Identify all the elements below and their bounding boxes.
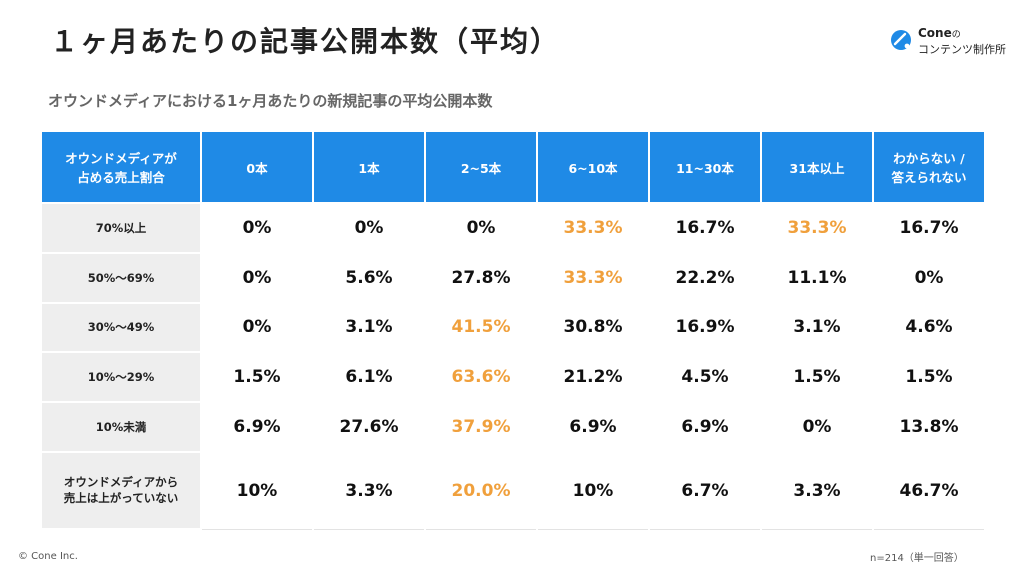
- table-cell: 41.5%: [424, 301, 538, 353]
- column-header: 1本: [312, 130, 426, 204]
- column-header: 11~30本: [648, 130, 762, 204]
- row-label: オウンドメディアから 売上は上がっていない: [40, 450, 202, 531]
- table-cell: 16.9%: [648, 301, 762, 353]
- header-row: オウンドメディアが 占める売上割合 0本 1本 2~5本 6~10本 11~30本 31本以上…: [40, 130, 986, 204]
- table-cell: 0%: [424, 202, 538, 254]
- table-cell: 3.1%: [312, 301, 426, 353]
- row-label: 10%〜29%: [40, 351, 202, 404]
- data-table: オウンドメディアが 占める売上割合 0本 1本 2~5本 6~10本 11~30本 31本以上…: [40, 130, 986, 531]
- row-label: 10%未満: [40, 401, 202, 453]
- table-cell: 1.5%: [200, 351, 314, 403]
- table-cell: 1.5%: [872, 351, 986, 403]
- table-row: 30%〜49% 0% 3.1% 41.5% 30.8% 16.9% 3.1% 4.6%: [40, 301, 986, 354]
- row-header-label: オウンドメディアが 占める売上割合: [40, 130, 202, 204]
- table-cell: 30.8%: [536, 301, 650, 353]
- table-row: オウンドメディアから 売上は上がっていない 10% 3.3% 20.0% 10% 6.7% 3…: [40, 450, 986, 531]
- table-cell: 6.9%: [648, 401, 762, 453]
- table-cell: 20.0%: [424, 450, 538, 530]
- table-cell: 21.2%: [536, 351, 650, 403]
- table-row: 70%以上 0% 0% 0% 33.3% 16.7% 33.3% 16.7%: [40, 202, 986, 254]
- table-row: 10%〜29% 1.5% 6.1% 63.6% 21.2% 4.5% 1.5% 1.5%: [40, 351, 986, 404]
- row-label: 30%〜49%: [40, 301, 202, 354]
- table-cell: 0%: [200, 251, 314, 304]
- table-cell: 16.7%: [648, 202, 762, 254]
- table-cell: 33.3%: [536, 202, 650, 254]
- table-cell: 16.7%: [872, 202, 986, 254]
- table-cell: 0%: [200, 301, 314, 353]
- table-cell: 3.3%: [760, 450, 874, 530]
- table-cell: 0%: [760, 401, 874, 453]
- table-cell: 4.5%: [648, 351, 762, 403]
- table-cell: 6.7%: [648, 450, 762, 530]
- sample-size-note: n=214（単一回答）: [870, 553, 964, 564]
- column-header: わからない / 答えられない: [872, 130, 986, 204]
- copyright: © Cone Inc.: [18, 551, 78, 562]
- column-header: 0本: [200, 130, 314, 204]
- table-cell: 46.7%: [872, 450, 986, 530]
- table-cell: 33.3%: [760, 202, 874, 254]
- table-cell: 27.8%: [424, 251, 538, 304]
- table-cell: 33.3%: [536, 251, 650, 304]
- table-cell: 10%: [200, 450, 314, 530]
- chart-subtitle: オウンドメディアにおける1ヶ月あたりの新規記事の平均公開本数: [48, 92, 493, 110]
- table-cell: 1.5%: [760, 351, 874, 403]
- row-label: 70%以上: [40, 202, 202, 254]
- column-header: 2~5本: [424, 130, 538, 204]
- table-cell: 22.2%: [648, 251, 762, 304]
- page-title: １ヶ月あたりの記事公開本数（平均）: [50, 25, 561, 58]
- table-row: 50%〜69% 0% 5.6% 27.8% 33.3% 22.2% 11.1% 0%: [40, 251, 986, 304]
- table-cell: 11.1%: [760, 251, 874, 304]
- table-cell: 3.3%: [312, 450, 426, 530]
- column-header: 31本以上: [760, 130, 874, 204]
- row-label: 50%〜69%: [40, 251, 202, 304]
- table-cell: 37.9%: [424, 401, 538, 453]
- table-cell: 4.6%: [872, 301, 986, 353]
- cone-logo-icon: [891, 30, 911, 50]
- column-header: 6~10本: [536, 130, 650, 204]
- table-cell: 3.1%: [760, 301, 874, 353]
- table-cell: 63.6%: [424, 351, 538, 403]
- table-row: 10%未満 6.9% 27.6% 37.9% 6.9% 6.9% 0% 13.8%: [40, 401, 986, 453]
- logo-brand: Coneの: [918, 26, 961, 40]
- table-cell: 6.1%: [312, 351, 426, 403]
- table-cell: 27.6%: [312, 401, 426, 453]
- table-cell: 10%: [536, 450, 650, 530]
- logo-tagline: コンテンツ制作所: [918, 43, 1006, 56]
- table-cell: 0%: [200, 202, 314, 254]
- table-cell: 0%: [872, 251, 986, 304]
- table-cell: 0%: [312, 202, 426, 254]
- table-cell: 6.9%: [536, 401, 650, 453]
- cone-logo: Coneの コンテンツ制作所: [890, 26, 1010, 56]
- table-cell: 5.6%: [312, 251, 426, 304]
- table-cell: 6.9%: [200, 401, 314, 453]
- table-cell: 13.8%: [872, 401, 986, 453]
